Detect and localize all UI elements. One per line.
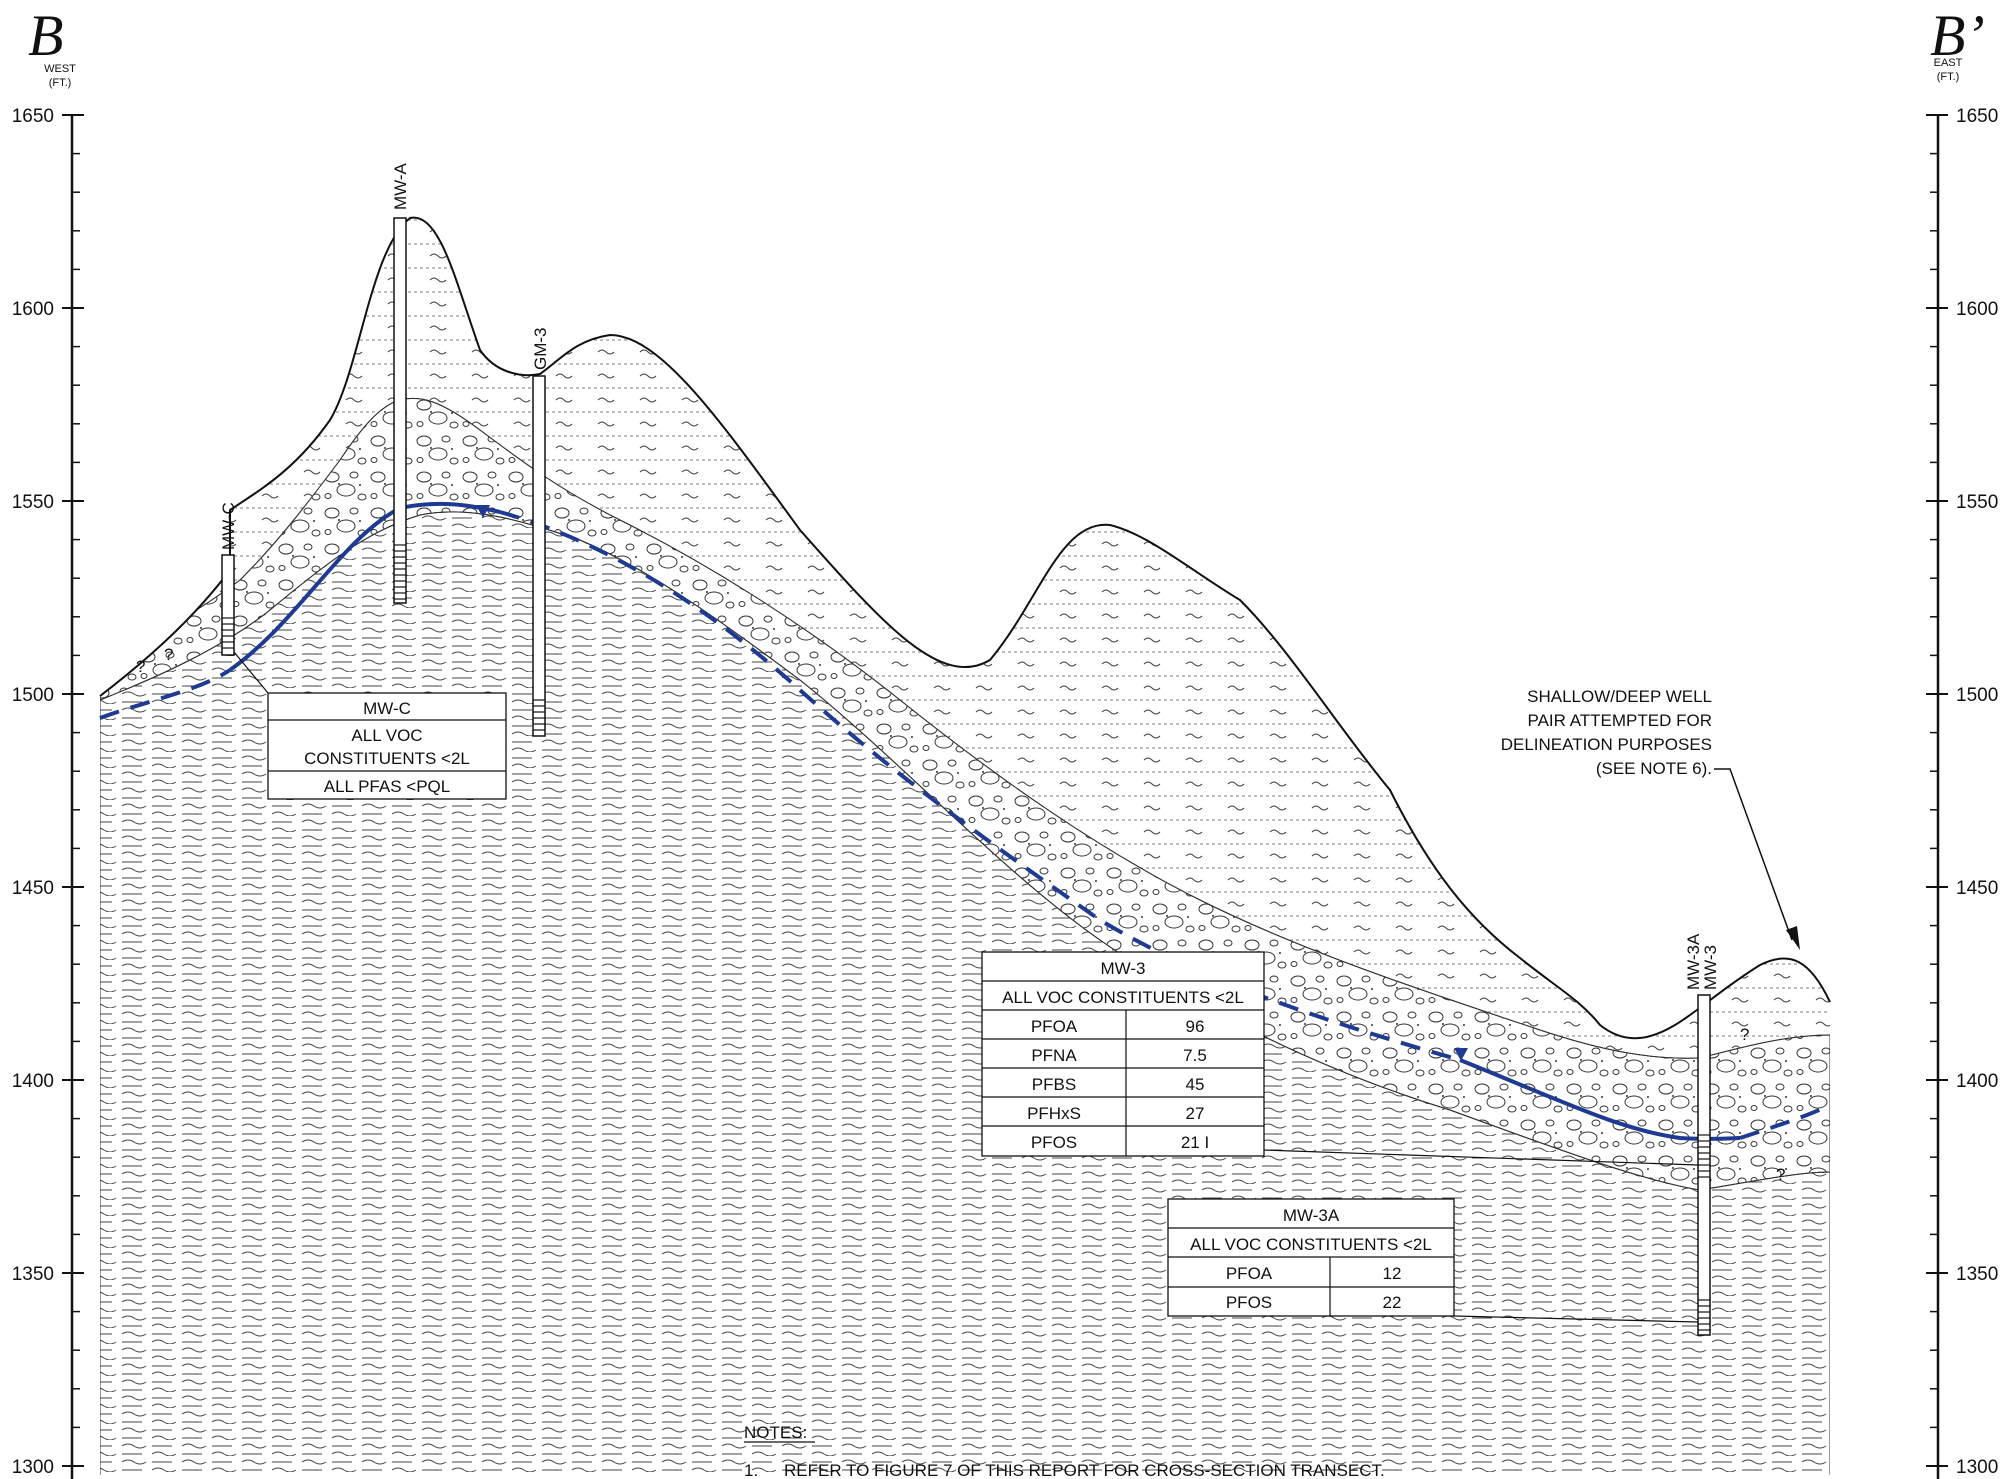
- geologic-units: [100, 217, 1830, 1476]
- uncertain-contact-mark: ?: [1740, 1025, 1749, 1044]
- callout-line-1: SHALLOW/DEEP WELL: [1527, 687, 1712, 706]
- mw-3-value: 27: [1186, 1104, 1205, 1123]
- callout-line-4: (SEE NOTE 6).: [1596, 759, 1712, 778]
- mw-3-value: 96: [1186, 1017, 1205, 1036]
- mw-3a-analyte: PFOA: [1226, 1264, 1273, 1283]
- mw-3-value: 45: [1186, 1075, 1205, 1094]
- mw-3-table-title: MW-3: [1100, 959, 1145, 978]
- water-table-inferred-line: [499, 510, 1461, 1062]
- left-unit-label: (FT.): [49, 77, 72, 89]
- mw-c-table-title: MW-C: [363, 699, 411, 718]
- mw-c-voc-line2: CONSTITUENTS <2L: [304, 749, 470, 768]
- well-label-mw-3a: MW-3A: [1684, 933, 1703, 990]
- mw-3-value: 7.5: [1183, 1046, 1207, 1065]
- right-elevation-label: 1550: [1956, 492, 1998, 513]
- left-section-marker: B: [28, 3, 63, 68]
- left-elevation-label: 1450: [12, 878, 54, 899]
- uncertain-contact-mark: ?: [1776, 1165, 1785, 1184]
- uncertain-contact-mark: ?: [136, 657, 145, 676]
- mw-3a-table-title: MW-3A: [1283, 1206, 1340, 1225]
- water-table-line: [228, 501, 501, 672]
- left-elevation-label: 1650: [12, 106, 54, 127]
- mw-3-analyte: PFOS: [1031, 1133, 1077, 1152]
- left-elevation-label: 1500: [12, 685, 54, 706]
- mw-3-voc-line: ALL VOC CONSTITUENTS <2L: [1002, 988, 1244, 1007]
- callout-line-3: DELINEATION PURPOSES: [1501, 735, 1712, 754]
- well-label-mw-3: MW-3: [1701, 945, 1720, 990]
- mw-c-results-table: MW-C ALL VOC CONSTITUENTS <2L ALL PFAS <…: [267, 692, 507, 800]
- mw-3-results-table: MW-3 ALL VOC CONSTITUENTS <2L PFOA 96 PF…: [981, 951, 1265, 1157]
- well-mw-c: MW-C: [219, 502, 238, 656]
- left-elevation-label: 1600: [12, 299, 54, 320]
- right-elevation-label: 1400: [1956, 1071, 1998, 1092]
- right-elevation-label: 1350: [1956, 1264, 1998, 1285]
- mw-3a-results-table: MW-3A ALL VOC CONSTITUENTS <2L PFOA 12 P…: [1167, 1198, 1455, 1317]
- right-elevation-label: 1650: [1956, 106, 1998, 127]
- right-direction-label: EAST: [1934, 57, 1963, 69]
- mw-3-analyte: PFBS: [1032, 1075, 1076, 1094]
- mw-3-value: 21 I: [1181, 1133, 1209, 1152]
- water-table-inferred-east: [1739, 1103, 1831, 1140]
- arrowhead-icon: [1786, 926, 1800, 950]
- right-unit-label: (FT.): [1937, 71, 1960, 83]
- water-table-line-east: [1459, 1058, 1741, 1141]
- notes-block: NOTES: 1. REFER TO FIGURE 7 OF THIS REPO…: [744, 1423, 1385, 1479]
- left-direction-label: WEST: [44, 63, 76, 75]
- right-elevation-label: 1500: [1956, 685, 1998, 706]
- mw-3a-leader-line: [1453, 1315, 1699, 1323]
- well-mw-3a-mw-3: MW-3A MW-3: [1684, 933, 1720, 1336]
- well-gm-3: GM-3: [531, 328, 550, 737]
- note-1-text: REFER TO FIGURE 7 OF THIS REPORT FOR CRO…: [784, 1461, 1385, 1479]
- mw-3a-voc-line: ALL VOC CONSTITUENTS <2L: [1190, 1235, 1432, 1254]
- mw-3-analyte: PFNA: [1031, 1046, 1077, 1065]
- left-elevation-label: 1350: [12, 1264, 54, 1285]
- mw-3-leader-line: [1261, 1149, 1699, 1166]
- ground-surface-line: [99, 216, 1831, 1040]
- callout-line-2: PAIR ATTEMPTED FOR: [1528, 711, 1713, 730]
- note-1-number: 1.: [744, 1461, 758, 1479]
- uncertain-contact-mark: ?: [164, 645, 173, 664]
- mw-c-leader-line: [233, 651, 269, 694]
- right-elevation-label: 1450: [1956, 878, 1998, 899]
- mw-3-analyte: PFOA: [1031, 1017, 1078, 1036]
- mw-c-pfas-line: ALL PFAS <PQL: [324, 777, 450, 796]
- left-elevation-label: 1550: [12, 492, 54, 513]
- well-pair-callout: SHALLOW/DEEP WELL PAIR ATTEMPTED FOR DEL…: [1501, 687, 1800, 950]
- well-label-mw-a: MW-A: [391, 162, 410, 210]
- well-label-mw-c: MW-C: [219, 502, 238, 550]
- mw-3a-analyte: PFOS: [1226, 1293, 1272, 1312]
- well-mw-a: MW-A: [391, 162, 410, 604]
- elevation-ticks: 1650 1650 1600 1600 1550 1550 1500 1500 1450 1450…: [12, 106, 1999, 1478]
- mw-3a-value: 22: [1383, 1293, 1402, 1312]
- water-table-inferred-west: [99, 668, 232, 720]
- notes-heading: NOTES:: [744, 1423, 807, 1442]
- right-elevation-label: 1600: [1956, 299, 1998, 320]
- left-elevation-label: 1400: [12, 1071, 54, 1092]
- water-level-marker: [1454, 1048, 1468, 1061]
- left-elevation-label: 1300: [12, 1457, 54, 1478]
- right-elevation-label: 1300: [1956, 1457, 1998, 1478]
- callout-leader-arrow: [1714, 768, 1793, 941]
- water-level-marker: [476, 505, 490, 518]
- right-section-marker: B’: [1930, 3, 1985, 68]
- mw-c-voc-line1: ALL VOC: [351, 726, 422, 745]
- mw-3-analyte: PFHxS: [1027, 1104, 1081, 1123]
- mw-3a-value: 12: [1383, 1264, 1402, 1283]
- well-label-gm-3: GM-3: [531, 328, 550, 371]
